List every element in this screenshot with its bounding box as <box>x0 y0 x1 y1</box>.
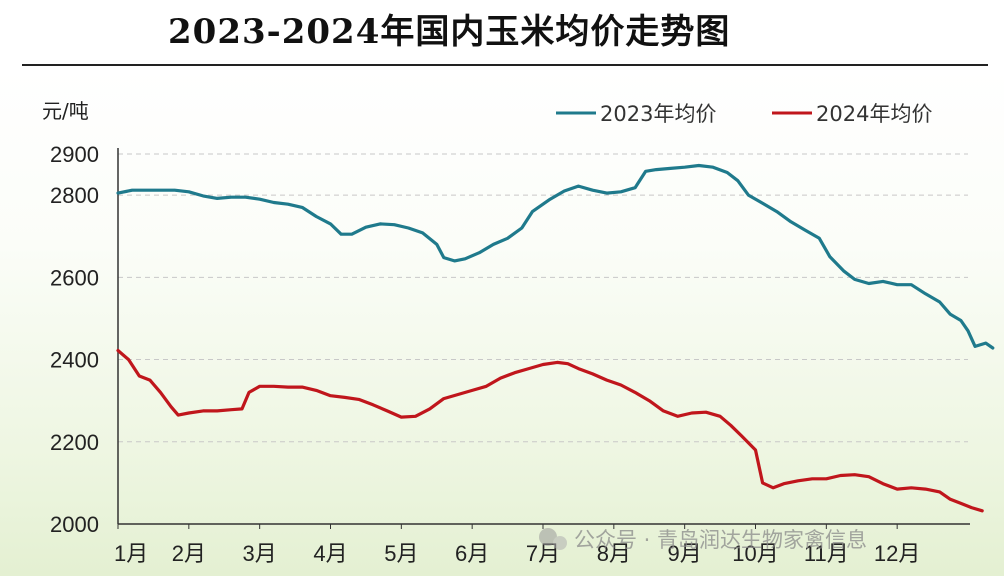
x-tick-label: 11月 <box>804 541 849 566</box>
x-tick-label: 4月 <box>313 541 347 566</box>
series-line-2024 <box>116 348 984 513</box>
watermark-text: 公众号 · 青岛润达生物家禽信息 <box>574 528 867 552</box>
x-tick-label: 12月 <box>874 541 920 566</box>
y-tick-labels: 2000 2200 2400 2600 2800 2900 <box>50 142 99 537</box>
x-tick-label: 5月 <box>384 541 418 566</box>
y-tick-label: 2900 <box>50 142 99 167</box>
grid-lines <box>118 153 968 443</box>
x-tick-label: 1月 <box>114 541 148 566</box>
wechat-icon <box>539 528 567 550</box>
y-tick-label: 2200 <box>50 430 99 455</box>
x-tick-label: 2月 <box>172 541 206 566</box>
y-axis-unit-label: 元/吨 <box>42 99 89 123</box>
watermark: 公众号 · 青岛润达生物家禽信息 <box>539 528 867 552</box>
x-tick-labels: 1月 2月 3月 4月 5月 6月 7月 8月 9月 10月 11月 12月 <box>114 524 920 566</box>
y-tick-label: 2800 <box>50 183 99 208</box>
legend-label-2024: 2024年均价 <box>816 102 932 126</box>
y-tick-label: 2400 <box>50 348 99 373</box>
page-title: 2023-2024年国内玉米均价走势图 <box>168 12 731 52</box>
x-tick-label: 3月 <box>243 541 277 566</box>
chart-panel <box>0 68 1004 576</box>
legend-label-2023: 2023年均价 <box>600 102 716 126</box>
data-series <box>116 163 995 513</box>
title-divider <box>22 64 988 66</box>
x-tick-label: 10月 <box>732 541 778 566</box>
legend: 2023年均价 2024年均价 <box>556 102 932 126</box>
y-tick-label: 2000 <box>50 512 99 537</box>
x-tick-label: 9月 <box>668 541 702 566</box>
x-tick-label: 6月 <box>455 541 489 566</box>
x-tick-label: 8月 <box>597 541 631 566</box>
y-tick-label: 2600 <box>50 265 99 290</box>
series-line-2023 <box>116 163 995 350</box>
